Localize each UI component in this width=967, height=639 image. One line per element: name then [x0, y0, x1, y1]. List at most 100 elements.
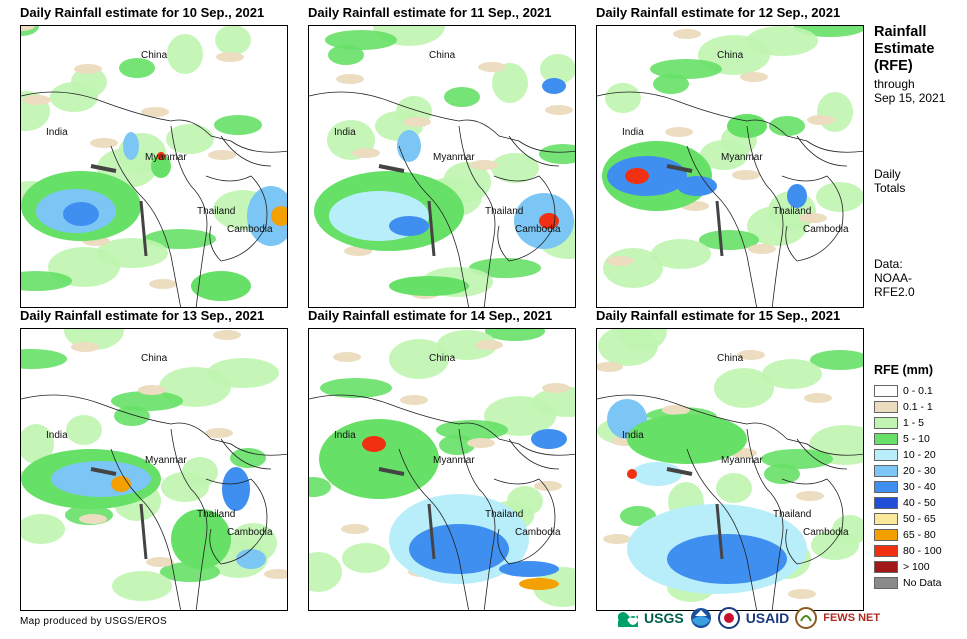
logos: USGS USAID FEWS NET [618, 607, 880, 629]
legend-swatch [874, 545, 898, 557]
legend-item: 1 - 5 [874, 415, 942, 431]
rain-area [389, 339, 449, 379]
dry-area [603, 534, 631, 544]
rainfall-panel: Daily Rainfall estimate for 15 Sep., 202… [596, 308, 864, 611]
legend-label: 1 - 5 [903, 417, 925, 429]
dry-area [662, 405, 690, 415]
dry-area [264, 569, 287, 579]
coastline [139, 503, 148, 560]
dry-area [467, 438, 495, 448]
rainfall-panel: Daily Rainfall estimate for 14 Sep., 202… [308, 308, 576, 611]
border-line [796, 135, 848, 167]
dry-area [788, 589, 816, 599]
rain-area [111, 391, 183, 411]
coastline [715, 503, 724, 560]
dry-area [807, 115, 835, 125]
border-line [746, 125, 784, 307]
rain-area [492, 63, 528, 103]
rain-area [485, 329, 545, 341]
legend-label: 10 - 20 [903, 449, 936, 461]
rain-area [443, 162, 491, 202]
rain-area [531, 429, 567, 449]
border-line [493, 175, 556, 262]
dry-area [341, 524, 369, 534]
panel-title: Daily Rainfall estimate for 15 Sep., 202… [596, 308, 841, 323]
fewsnet-icon [795, 607, 818, 629]
rain-area [542, 78, 566, 94]
legend-swatch [874, 561, 898, 573]
legend-swatch [874, 513, 898, 525]
dry-area [205, 428, 233, 438]
rain-area [651, 239, 711, 269]
legend-swatch [874, 417, 898, 429]
dry-area [79, 514, 107, 524]
data-src-1: NOAA- [874, 271, 913, 285]
legend-title: RFE (mm) [874, 363, 934, 377]
rainfall-panel: Daily Rainfall estimate for 11 Sep., 202… [308, 5, 576, 308]
rain-area [328, 45, 364, 65]
map-label-india: India [334, 127, 356, 138]
rainfall-map: China India Myanmar Thailand Cambodia [20, 25, 288, 308]
legend-swatch [874, 449, 898, 461]
panel-title: Daily Rainfall estimate for 10 Sep., 202… [20, 5, 265, 20]
legend-swatch [874, 385, 898, 397]
coastline [427, 503, 436, 560]
map-label-myanmar: Myanmar [433, 152, 475, 163]
legend-item: 5 - 10 [874, 431, 942, 447]
map-label-myanmar: Myanmar [721, 152, 763, 163]
rain-area [151, 154, 171, 178]
rain-area [389, 216, 429, 236]
rain-area [507, 486, 543, 516]
dry-area [74, 64, 102, 74]
coastline [715, 200, 724, 257]
dry-area [400, 395, 428, 405]
map-label-china: China [717, 50, 744, 61]
coastline [90, 164, 117, 173]
rain-area [21, 349, 67, 369]
rain-area [191, 271, 251, 301]
rain-area [650, 59, 722, 79]
dry-area [606, 256, 634, 266]
border-line [309, 394, 575, 456]
border-line [205, 478, 268, 565]
through-date: Sep 15, 2021 [874, 91, 946, 105]
rain-area [171, 509, 231, 569]
legend-label: 30 - 40 [903, 481, 936, 493]
daily-totals: Daily Totals [874, 167, 905, 195]
usaid-seal-icon [717, 607, 740, 629]
rain-area [319, 419, 439, 499]
rain-area [123, 132, 139, 160]
rain-area [519, 578, 559, 590]
rain-area [653, 74, 689, 94]
rain-area [764, 464, 800, 484]
dry-area [545, 105, 573, 115]
legend-label: 5 - 10 [903, 433, 930, 445]
panel-title: Daily Rainfall estimate for 11 Sep., 202… [308, 5, 552, 20]
rain-area [762, 359, 822, 389]
rain-area [787, 184, 807, 208]
legend-swatch [874, 465, 898, 477]
title-line-1: Rainfall [874, 24, 927, 40]
dry-area [90, 138, 118, 148]
rain-area [309, 552, 342, 592]
rain-area [539, 144, 575, 164]
map-label-china: China [429, 50, 456, 61]
rain-area [325, 30, 397, 50]
rain-area [236, 549, 266, 569]
dry-area [470, 160, 498, 170]
border-line [205, 175, 268, 262]
map-label-india: India [334, 430, 356, 441]
data-source: Data: NOAA- RFE2.0 [874, 257, 915, 299]
map-label-myanmar: Myanmar [145, 455, 187, 466]
rain-area [342, 543, 390, 573]
dry-area [352, 148, 380, 158]
rain-area [119, 58, 155, 78]
dry-area [732, 170, 760, 180]
rain-area [166, 124, 214, 154]
dry-area [740, 72, 768, 82]
rainfall-panel: Daily Rainfall estimate for 13 Sep., 202… [20, 308, 288, 611]
legend-label: 50 - 65 [903, 513, 936, 525]
legend-label: 40 - 50 [903, 497, 936, 509]
dry-area [475, 340, 503, 350]
dry-area [597, 362, 623, 372]
